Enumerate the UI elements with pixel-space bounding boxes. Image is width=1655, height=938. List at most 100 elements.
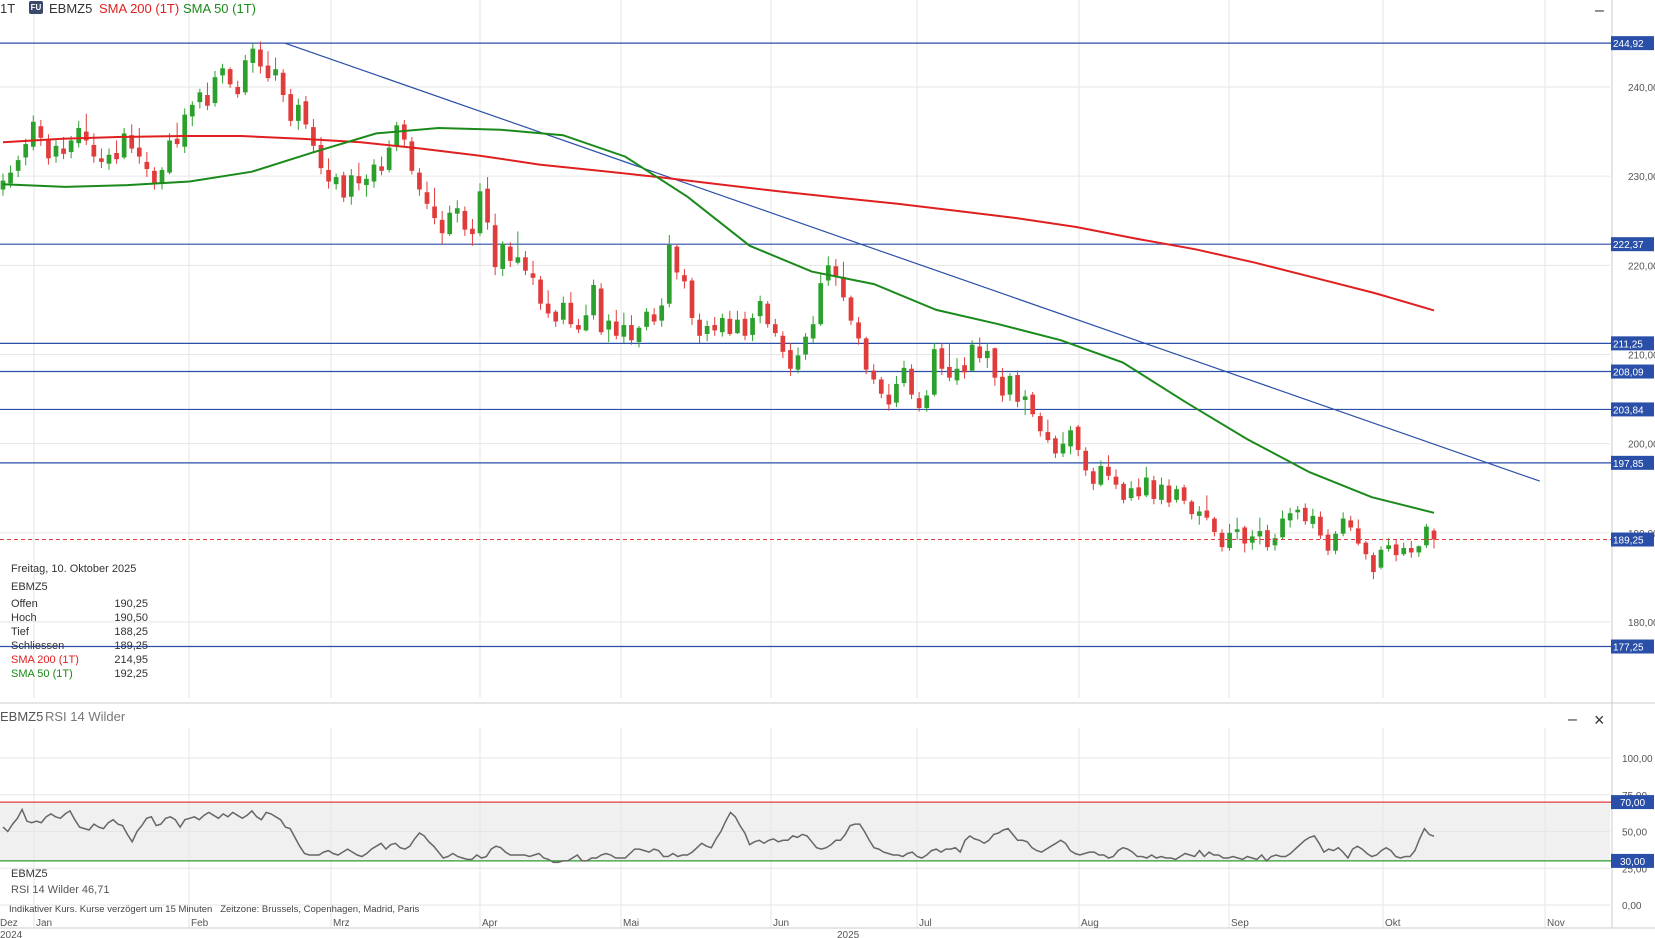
info-row-sma50: SMA 50 (1T) 192,25 xyxy=(11,667,148,681)
candle-body xyxy=(159,169,165,184)
candle-body xyxy=(144,161,150,170)
sma50-legend[interactable]: SMA 50 (1T) xyxy=(183,1,256,16)
rsi-info-value: RSI 14 Wilder 46,71 xyxy=(11,884,110,896)
candle-body xyxy=(250,48,256,63)
level-price-label: 203,84 xyxy=(1613,405,1644,416)
candle-body xyxy=(23,144,29,158)
last-price-tag xyxy=(1611,532,1654,547)
candle-body xyxy=(629,325,634,341)
x-tick-label: Jan xyxy=(36,918,52,929)
info-symbol: EBMZ5 xyxy=(11,581,48,593)
level-price-tag xyxy=(1611,36,1654,51)
candle-body xyxy=(863,338,869,370)
candle-body xyxy=(1257,531,1263,537)
y-tick-label: 220,00 xyxy=(1628,261,1655,272)
candle-body xyxy=(886,394,892,405)
rsi-level-label: 70,00 xyxy=(1620,798,1645,809)
candle-body xyxy=(235,87,241,95)
candle-body xyxy=(894,383,899,403)
candle-body xyxy=(704,325,710,334)
candle-body xyxy=(553,311,559,322)
candle-body xyxy=(1022,396,1028,400)
candle-body xyxy=(114,152,119,160)
candle-body xyxy=(152,170,157,185)
y-tick-label: 180,00 xyxy=(1628,618,1655,629)
info-key: SMA 50 (1T) xyxy=(11,668,73,680)
candle-body xyxy=(1295,509,1301,513)
candle-body xyxy=(750,317,755,335)
candle-body xyxy=(1401,547,1407,555)
candle-body xyxy=(788,350,793,369)
level-price-label: 197,85 xyxy=(1613,459,1644,470)
candle-body xyxy=(1090,471,1096,484)
candle-body xyxy=(538,279,543,304)
candle-body xyxy=(68,140,74,153)
candle-body xyxy=(515,257,521,263)
candle-body xyxy=(500,243,506,269)
info-date: Freitag, 10. Oktober 2025 xyxy=(11,563,137,575)
level-price-tag xyxy=(1611,402,1654,417)
candle-body xyxy=(606,320,612,330)
info-row-high: Hoch 190,50 xyxy=(11,611,148,625)
rsi-info-box: EBMZ5 RSI 14 Wilder 46,71 xyxy=(11,867,109,897)
candle-body xyxy=(613,321,619,336)
candle-body xyxy=(318,144,324,169)
level-price-label: 211,25 xyxy=(1613,339,1643,350)
candle-body xyxy=(666,244,672,304)
rsi-indicator-label[interactable]: RSI 14 Wilder xyxy=(45,709,126,724)
candle-body xyxy=(99,158,104,162)
candle-body xyxy=(1166,485,1172,503)
sma200-legend[interactable]: SMA 200 (1T) xyxy=(99,1,180,16)
rsi-level-label: 30,00 xyxy=(1620,857,1645,868)
candle-body xyxy=(954,368,960,381)
candle-body xyxy=(1302,507,1308,522)
candle-body xyxy=(205,95,210,106)
candle-body xyxy=(659,305,665,321)
candle-body xyxy=(61,148,66,154)
x-year-label: 2025 xyxy=(837,930,860,938)
x-tick-label: Dez xyxy=(0,918,18,929)
candle-body xyxy=(545,303,551,314)
candle-body xyxy=(91,144,97,157)
candle-body xyxy=(682,275,687,282)
candle-body xyxy=(825,265,831,281)
candle-body xyxy=(401,124,407,140)
level-price-label: 177,25 xyxy=(1613,643,1644,654)
candle-body xyxy=(969,344,975,371)
candle-body xyxy=(432,206,437,219)
y-tick-label: 200,00 xyxy=(1628,440,1655,451)
candle-body xyxy=(53,145,59,157)
candle-body xyxy=(189,104,195,117)
candle-body xyxy=(311,127,316,146)
y-tick-label: 230,00 xyxy=(1628,172,1655,183)
candle-body xyxy=(712,325,718,331)
candle-body xyxy=(757,301,763,317)
candle-body xyxy=(326,169,331,182)
candle-body xyxy=(174,138,180,145)
candle-body xyxy=(167,140,172,173)
candle-body xyxy=(394,125,400,147)
symbol-label: EBMZ5 xyxy=(49,1,93,16)
sma200-line xyxy=(2,135,1435,312)
minimize-main-button[interactable]: – xyxy=(1595,2,1604,19)
x-tick-label: Aug xyxy=(1081,918,1099,929)
candle-body xyxy=(371,164,377,182)
candle-body xyxy=(977,346,983,359)
candle-body xyxy=(136,147,142,157)
level-price-tag xyxy=(1611,455,1654,470)
candle-body xyxy=(803,336,808,355)
info-value: 190,25 xyxy=(114,598,148,610)
level-price-label: 222,37 xyxy=(1613,240,1644,251)
close-rsi-button[interactable]: × xyxy=(1594,710,1605,730)
interval-label[interactable]: 1T xyxy=(0,1,16,16)
candle-body xyxy=(1159,484,1164,500)
candle-body xyxy=(30,121,36,147)
candle-body xyxy=(568,302,574,325)
candle-body xyxy=(258,49,263,67)
candle-body xyxy=(1000,376,1005,396)
y-tick-label: 240,00 xyxy=(1628,83,1655,94)
candle-body xyxy=(576,325,581,330)
minimize-rsi-button[interactable]: – xyxy=(1568,711,1577,728)
candle-body xyxy=(348,175,354,197)
